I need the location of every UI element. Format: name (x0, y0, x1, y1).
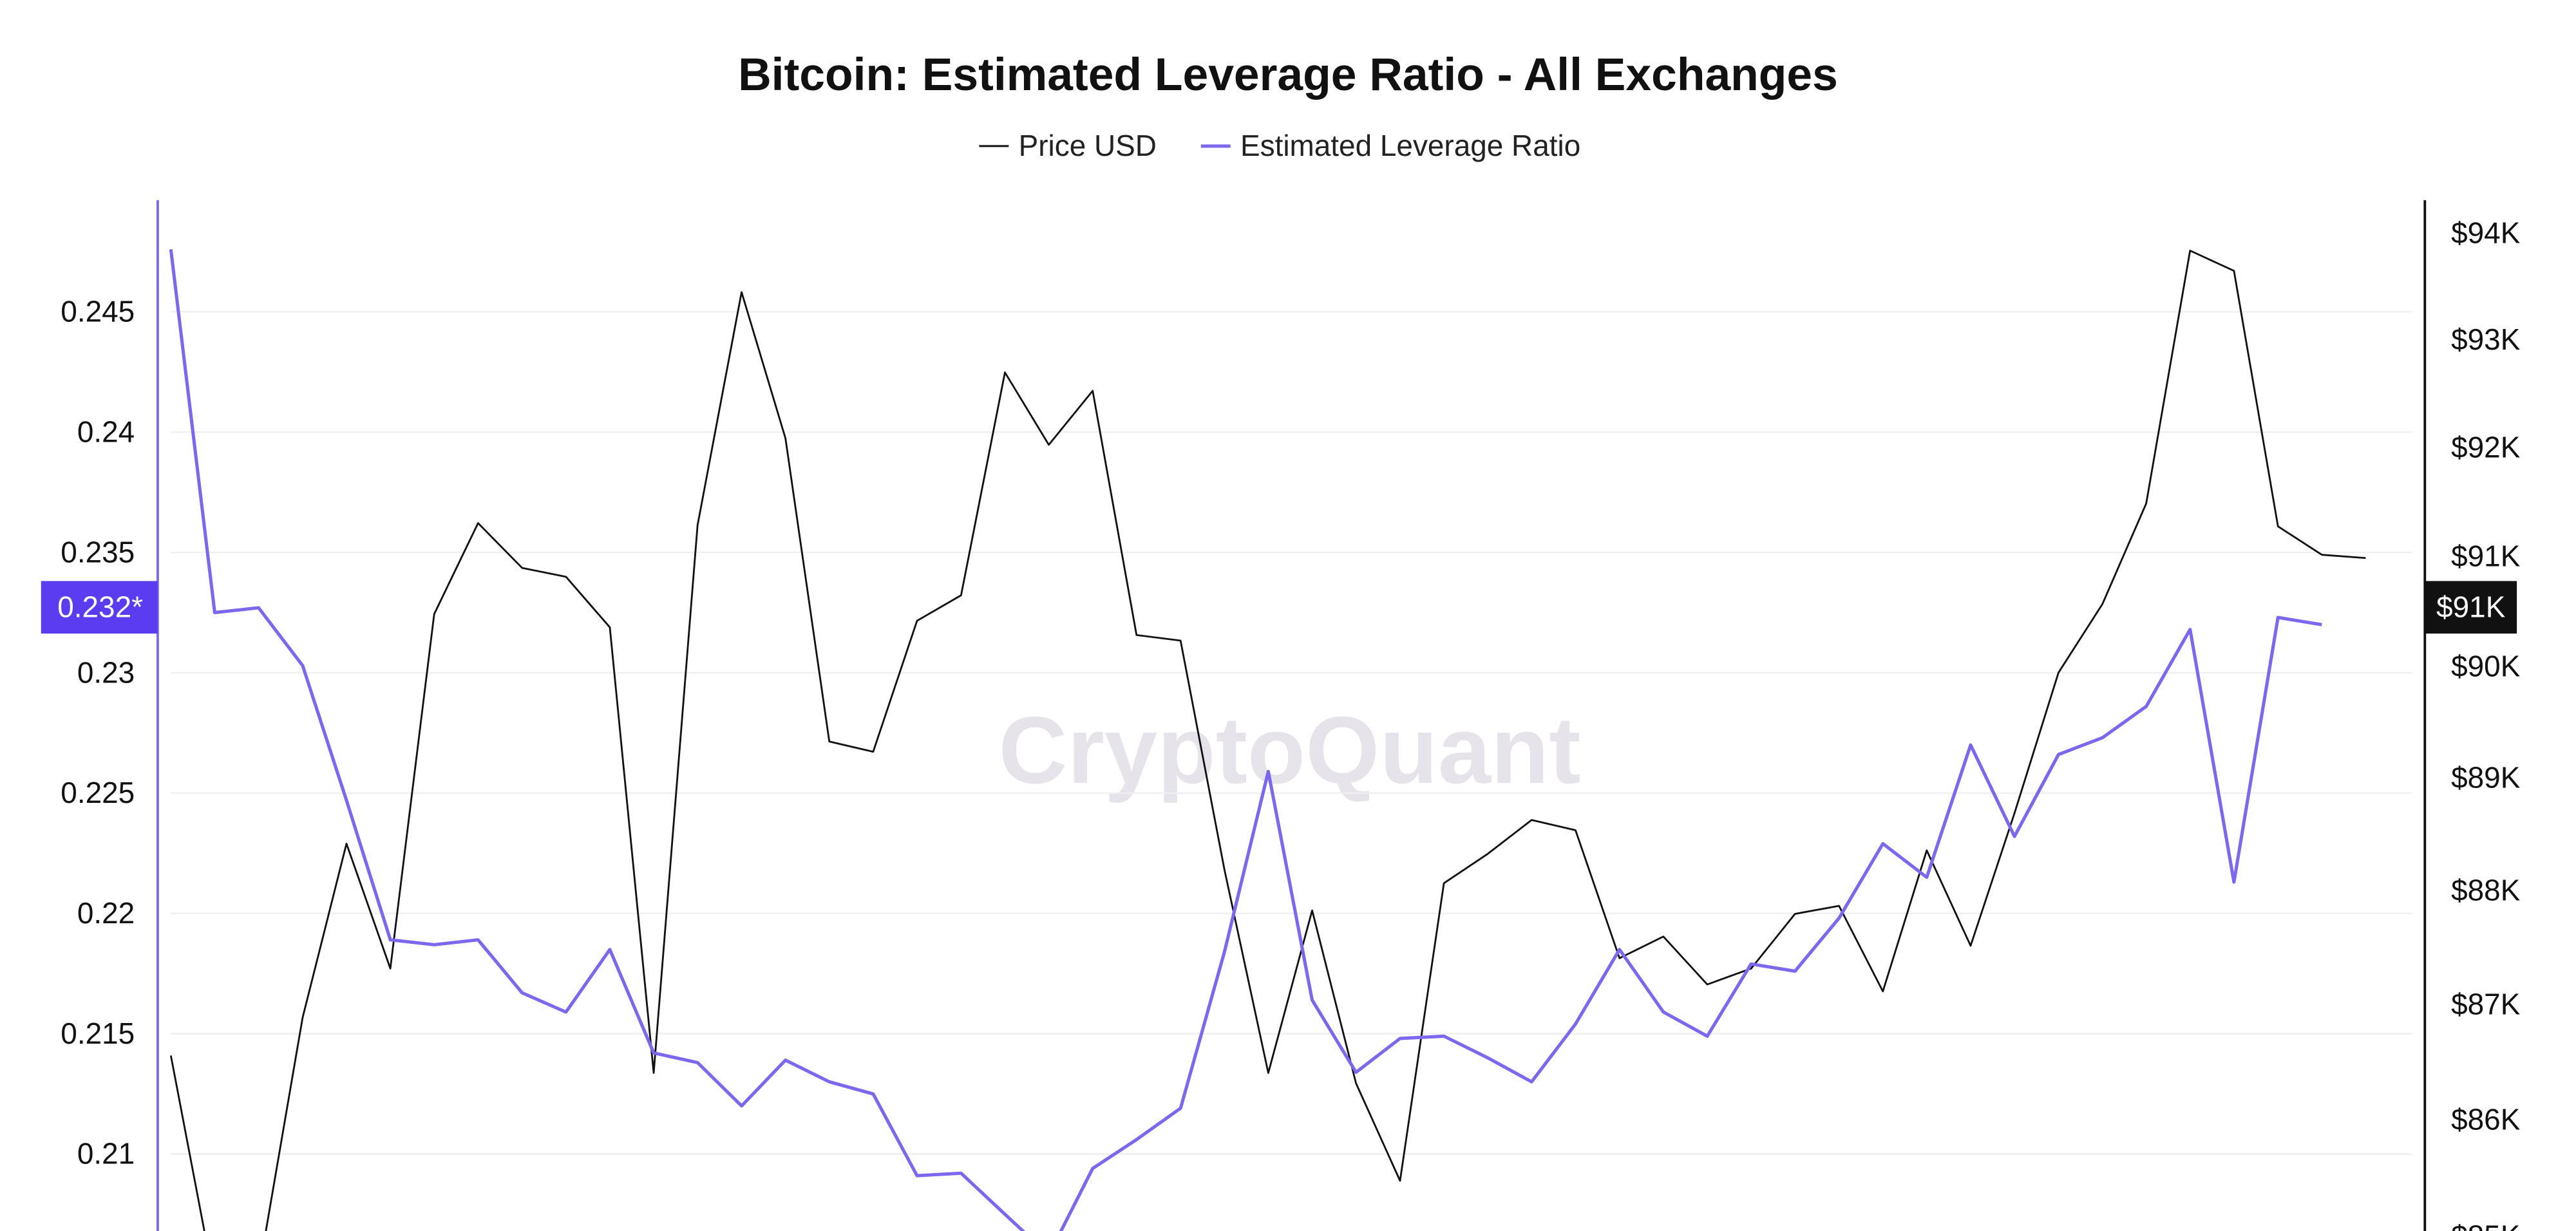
right-current-badge-bg (2425, 581, 2517, 634)
left-current-badge: 0.232* (41, 581, 158, 634)
legend-label-leverage: Estimated Leverage Ratio (1240, 129, 1580, 162)
left-tick-label: 0.23 (77, 655, 135, 689)
gridlines (171, 311, 2412, 1155)
left-tick-label: 0.235 (61, 535, 135, 569)
legend-item-leverage[interactable]: Estimated Leverage Ratio (1200, 129, 1580, 162)
right-tick-label: $91K (2451, 540, 2521, 573)
left-tick-label: 0.215 (61, 1017, 135, 1050)
watermark: CryptoQuant (998, 697, 1580, 803)
left-tick-label: 0.21 (77, 1137, 135, 1170)
legend: Price USD Estimated Leverage Ratio (979, 129, 1580, 162)
left-current-label: 0.232* (57, 590, 143, 624)
right-tick-label: $90K (2451, 650, 2521, 683)
series-group (169, 249, 2366, 1231)
right-tick-label: $89K (2451, 761, 2521, 794)
chart-title: Bitcoin: Estimated Leverage Ratio - All … (738, 49, 1838, 100)
left-tick-label: 0.24 (77, 415, 135, 449)
legend-item-price[interactable]: Price USD (979, 129, 1157, 162)
left-tick-label: 0.245 (61, 295, 135, 328)
right-tick-label: $88K (2451, 874, 2521, 907)
right-tick-label: $94K (2451, 216, 2521, 249)
left-tick-label: 0.225 (61, 776, 135, 809)
leverage-ratio-line (169, 249, 2322, 1231)
legend-label-price: Price USD (1019, 129, 1157, 162)
right-tick-label: $87K (2451, 988, 2521, 1021)
right-tick-label: $86K (2451, 1103, 2521, 1136)
right-current-label: $91K (2436, 590, 2506, 624)
left-current-badge-bg (41, 581, 158, 634)
left-tick-label: 0.22 (77, 896, 135, 930)
right-current-badge: $91K (2425, 581, 2517, 634)
price-usd-line (169, 249, 2366, 1231)
right-tick-label: $92K (2451, 430, 2521, 464)
right-tick-label: $93K (2451, 323, 2521, 356)
left-axis-ticks: 0.245 0.24 0.235 0.23 0.225 0.22 0.215 0.21 (61, 295, 135, 1170)
right-tick-label: $85K (2451, 1219, 2521, 1231)
right-axis-ticks: $94K $93K $92K $91K $90K $89K $88K $87K $86K $85K (2451, 216, 2521, 1231)
